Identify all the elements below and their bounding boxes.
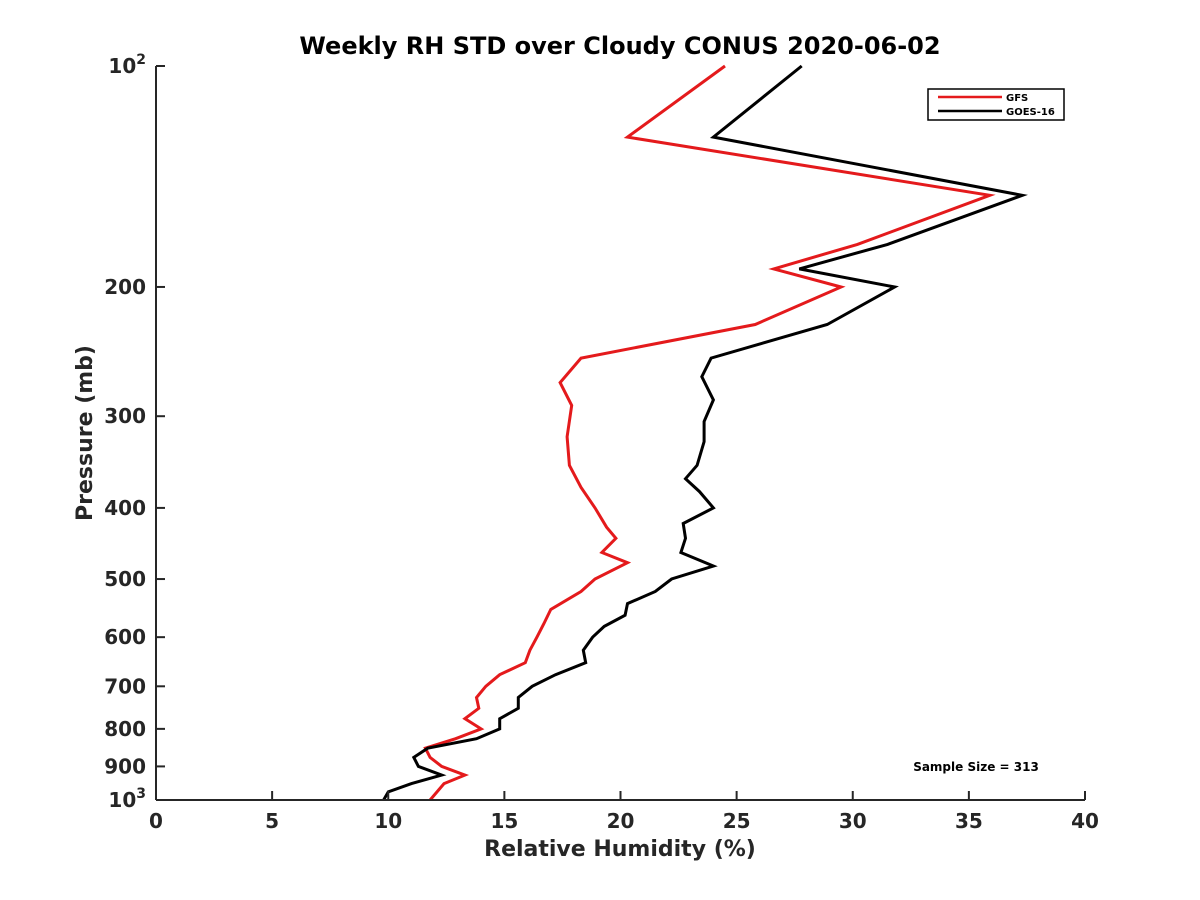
x-axis-label: Relative Humidity (%) (484, 837, 756, 862)
x-tick-label: 25 (723, 809, 751, 833)
y-tick-label: 600 (104, 625, 146, 649)
x-tick-label: 40 (1071, 809, 1099, 833)
y-axis-label: Pressure (mb) (73, 345, 98, 521)
y-tick-base: 10 (108, 54, 136, 78)
chart-title: Weekly RH STD over Cloudy CONUS 2020-06-… (299, 32, 940, 60)
legend-label-gfs: GFS (1006, 93, 1028, 104)
y-tick-label: 900 (104, 754, 146, 778)
series-line-gfs (423, 64, 996, 801)
series-line-goes-16 (382, 64, 1028, 801)
series-layer (382, 64, 1028, 801)
y-tick-label: 102 (108, 52, 146, 78)
legend-box (927, 88, 1065, 121)
y-tick-label: 400 (104, 496, 146, 520)
y-tick-label: 200 (104, 275, 146, 299)
x-tick-label: 0 (149, 809, 163, 833)
y-tick-label: 300 (104, 404, 146, 428)
x-tick-label: 35 (955, 809, 983, 833)
y-tick-base: 10 (108, 788, 136, 812)
x-tick-label: 10 (374, 809, 402, 833)
y-tick-label: 103 (108, 786, 146, 812)
x-tick-label: 30 (839, 809, 867, 833)
y-tick-exponent: 3 (136, 786, 146, 802)
y-tick-label: 700 (104, 674, 146, 698)
y-tick-exponent: 2 (136, 52, 146, 68)
x-ticks: 0 5 10 15 20 25 30 35 40 (149, 791, 1099, 833)
x-tick-label: 15 (490, 809, 518, 833)
legend-label-goes16: GOES-16 (1006, 107, 1055, 118)
y-tick-label: 800 (104, 717, 146, 741)
sample-size-annotation: Sample Size = 313 (913, 760, 1039, 774)
x-tick-label: 20 (607, 809, 635, 833)
x-tick-label: 5 (265, 809, 279, 833)
legend: GFS GOES-16 (927, 88, 1065, 121)
y-tick-label: 500 (104, 567, 146, 591)
